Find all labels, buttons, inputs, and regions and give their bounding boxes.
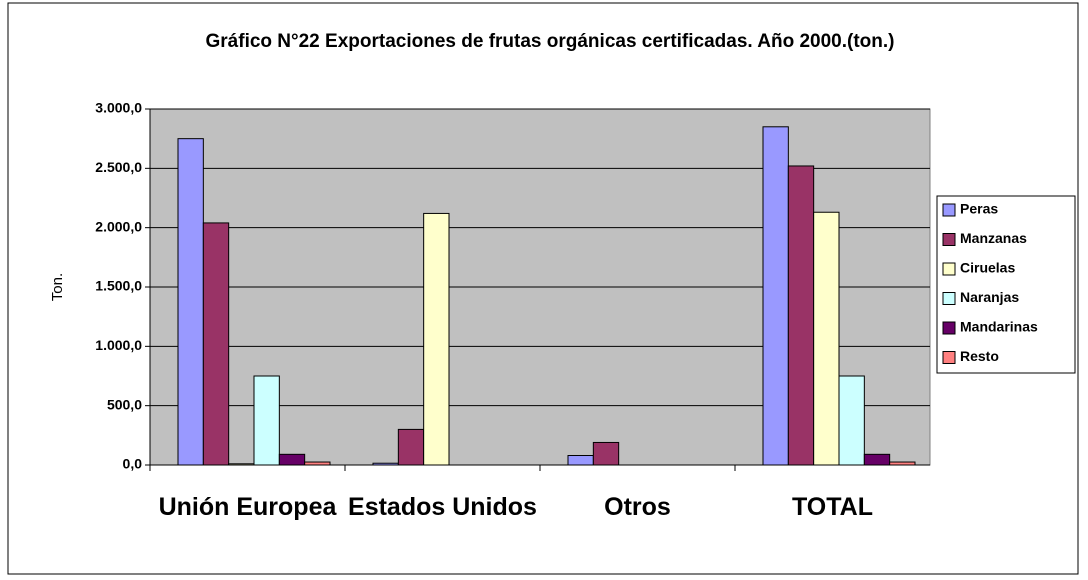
- legend-swatch: [942, 262, 956, 276]
- x-tick-label: Estados Unidos: [348, 493, 537, 521]
- bar: [813, 211, 840, 466]
- y-tick-label: 1.500,0: [95, 278, 142, 294]
- y-tick-label: 1.000,0: [95, 337, 142, 353]
- legend-swatch: [942, 292, 956, 305]
- x-tick-label: Otros: [604, 493, 671, 521]
- x-tick-label: TOTAL: [791, 493, 873, 521]
- bar: [567, 455, 594, 466]
- x-tick-label: Unión Europea: [158, 493, 337, 521]
- bar: [397, 428, 425, 466]
- bar: [253, 375, 280, 466]
- bar: [787, 165, 815, 466]
- legend-swatch: [942, 203, 956, 217]
- bar: [838, 375, 865, 466]
- y-tick-label: 500,0: [107, 396, 142, 412]
- legend-label: Manzanas: [960, 230, 1027, 246]
- bar: [762, 126, 789, 466]
- legend-swatch: [942, 351, 956, 364]
- bar: [863, 453, 891, 466]
- legend-label: Resto: [960, 348, 999, 364]
- bar: [202, 222, 230, 466]
- y-axis-label: Ton.: [49, 273, 66, 301]
- legend-label: Naranjas: [960, 289, 1019, 305]
- bar: [177, 138, 204, 466]
- y-tick-label: 2.500,0: [95, 159, 142, 175]
- bar: [423, 212, 450, 466]
- y-tick-label: 0,0: [123, 456, 143, 472]
- legend-label: Peras: [960, 201, 998, 217]
- bar: [278, 453, 306, 466]
- chart-title: Gráfico N°22 Exportaciones de frutas org…: [205, 31, 895, 52]
- y-tick-label: 3.000,0: [95, 100, 142, 116]
- bar: [592, 441, 620, 466]
- legend-swatch: [942, 233, 956, 246]
- y-tick-label: 2.000,0: [95, 218, 142, 234]
- legend-label: Mandarinas: [960, 319, 1038, 335]
- legend-swatch: [942, 321, 956, 335]
- legend-box: [936, 195, 1076, 374]
- legend-label: Ciruelas: [960, 260, 1015, 276]
